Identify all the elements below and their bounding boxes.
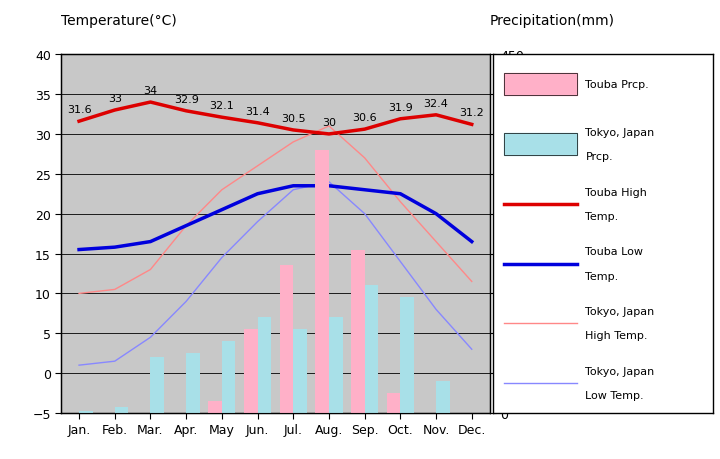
- Text: 31.6: 31.6: [67, 105, 91, 115]
- Text: Tokyo, Japan: Tokyo, Japan: [585, 307, 654, 316]
- Bar: [150, 358, 164, 413]
- Bar: [436, 381, 449, 413]
- Bar: [504, 134, 577, 155]
- Bar: [114, 407, 128, 413]
- Bar: [504, 74, 577, 95]
- Bar: [222, 341, 235, 413]
- Text: 32.9: 32.9: [174, 95, 199, 104]
- Text: 33: 33: [108, 94, 122, 104]
- Bar: [504, 74, 577, 95]
- Text: Temp.: Temp.: [585, 212, 618, 221]
- Text: Temperature(°C): Temperature(°C): [61, 14, 177, 28]
- Text: 30: 30: [322, 118, 336, 128]
- Bar: [504, 134, 577, 155]
- Text: 31.9: 31.9: [388, 102, 413, 112]
- Text: Touba Low: Touba Low: [585, 247, 644, 257]
- Bar: [400, 298, 414, 413]
- Text: 31.2: 31.2: [459, 108, 484, 118]
- Text: Touba Prcp.: Touba Prcp.: [585, 80, 649, 90]
- Bar: [208, 401, 222, 413]
- Bar: [279, 266, 293, 413]
- Bar: [387, 393, 400, 413]
- Bar: [186, 353, 199, 413]
- Text: Temp.: Temp.: [585, 271, 618, 281]
- Text: 31.4: 31.4: [246, 106, 270, 116]
- Bar: [293, 330, 307, 413]
- Bar: [351, 250, 364, 413]
- Text: 34: 34: [143, 86, 158, 95]
- Text: High Temp.: High Temp.: [585, 331, 648, 341]
- Text: 32.4: 32.4: [423, 98, 449, 108]
- Text: Prcp.: Prcp.: [585, 152, 613, 162]
- Text: 32.1: 32.1: [210, 101, 234, 111]
- Bar: [329, 318, 343, 413]
- Text: Touba High: Touba High: [585, 187, 647, 197]
- Text: Tokyo, Japan: Tokyo, Japan: [585, 128, 654, 137]
- Bar: [79, 411, 93, 413]
- Text: 30.5: 30.5: [281, 113, 305, 123]
- Text: Tokyo, Japan: Tokyo, Japan: [585, 366, 654, 376]
- Bar: [258, 318, 271, 413]
- Text: Precipitation(mm): Precipitation(mm): [490, 14, 615, 28]
- Text: Low Temp.: Low Temp.: [585, 391, 644, 400]
- Bar: [244, 330, 258, 413]
- Text: 30.6: 30.6: [352, 113, 377, 123]
- Bar: [364, 286, 378, 413]
- Bar: [315, 151, 329, 413]
